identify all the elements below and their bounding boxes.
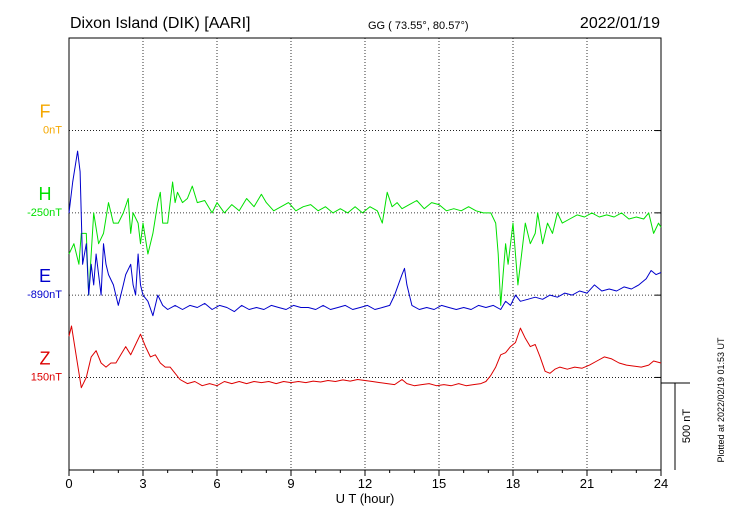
series-Z-line	[68, 325, 662, 389]
channel-name-F: F	[40, 102, 51, 122]
x-tick-label: 15	[432, 476, 446, 491]
series-H-line	[68, 181, 662, 306]
channel-name-E: E	[39, 266, 51, 286]
x-tick-label: 24	[654, 476, 668, 491]
x-tick-label: 0	[65, 476, 72, 491]
geographic-coords: GG ( 73.55°, 80.57°)	[368, 20, 469, 32]
plotted-note: Plotted at 2022/02/19 01:53 UT	[716, 337, 726, 463]
scale-bar: 500 nT	[661, 382, 693, 470]
channel-name-Z: Z	[40, 348, 51, 368]
channel-baseline-Z: 150nT	[31, 371, 62, 383]
x-tick-label: 6	[213, 476, 220, 491]
grid	[69, 38, 661, 470]
channel-name-H: H	[39, 184, 52, 204]
channel-baseline-H: -250nT	[27, 207, 62, 219]
channel-baseline-E: -890nT	[27, 289, 62, 301]
x-axis-label: U T (hour)	[336, 491, 395, 506]
scale-bar-label: 500 nT	[681, 409, 693, 444]
x-tick-label: 3	[139, 476, 146, 491]
x-tick-label: 12	[358, 476, 372, 491]
channel-labels: F 0nT H -250nT E -890nT Z 150nT	[27, 102, 62, 384]
series-layer	[68, 150, 662, 389]
series-E-line	[68, 150, 662, 317]
x-tick-label: 18	[506, 476, 520, 491]
station-title: Dixon Island (DIK) [AARI]	[70, 15, 251, 32]
axis-ticks: 0 3 6 9 12 15 18 21 24	[65, 130, 668, 491]
x-tick-label: 21	[580, 476, 594, 491]
date-label: 2022/01/19	[580, 15, 660, 32]
x-tick-label: 9	[287, 476, 294, 491]
channel-baseline-F: 0nT	[43, 125, 62, 137]
